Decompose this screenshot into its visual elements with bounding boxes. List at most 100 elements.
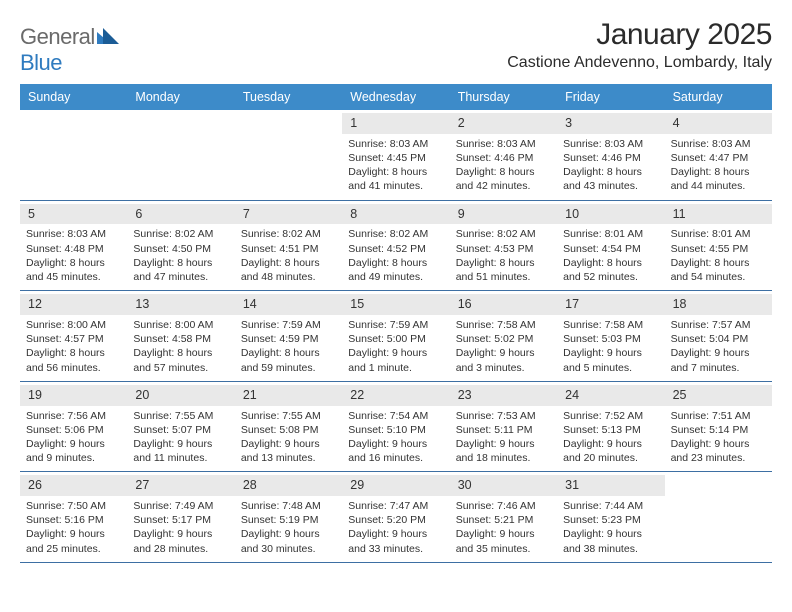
day-detail-line: and 59 minutes. [241, 361, 336, 375]
day-number: 18 [665, 294, 772, 315]
day-detail-line: and 9 minutes. [26, 451, 121, 465]
day-detail-line: Sunrise: 8:01 AM [563, 227, 658, 241]
day-detail-line: and 13 minutes. [241, 451, 336, 465]
day-detail-line: Daylight: 8 hours [671, 256, 766, 270]
day-detail-line: Sunset: 5:16 PM [26, 513, 121, 527]
day-detail-line: Sunrise: 7:47 AM [348, 499, 443, 513]
day-detail-line: Sunset: 4:50 PM [133, 242, 228, 256]
day-details: Sunrise: 7:49 AMSunset: 5:17 PMDaylight:… [133, 499, 228, 556]
day-number: 9 [450, 204, 557, 225]
day-detail-line: Daylight: 8 hours [456, 256, 551, 270]
day-cell: 2Sunrise: 8:03 AMSunset: 4:46 PMDaylight… [450, 110, 557, 200]
day-number: 12 [20, 294, 127, 315]
day-detail-line: Sunrise: 8:00 AM [26, 318, 121, 332]
day-detail-line: Daylight: 9 hours [563, 346, 658, 360]
day-detail-line: and 20 minutes. [563, 451, 658, 465]
day-number: 28 [235, 475, 342, 496]
day-number: 15 [342, 294, 449, 315]
dow-sunday: Sunday [20, 84, 127, 110]
day-detail-line: Sunset: 5:11 PM [456, 423, 551, 437]
day-detail-line: Sunset: 4:48 PM [26, 242, 121, 256]
day-detail-line: and 16 minutes. [348, 451, 443, 465]
day-detail-line: Sunrise: 8:03 AM [456, 137, 551, 151]
day-cell: 6Sunrise: 8:02 AMSunset: 4:50 PMDaylight… [127, 201, 234, 291]
day-cell: 26 Sunrise: 7:50 AMSunset: 5:16 PMDayligh… [20, 472, 127, 562]
day-detail-line: Sunset: 5:00 PM [348, 332, 443, 346]
day-detail-line: Daylight: 8 hours [456, 165, 551, 179]
day-cell: 24Sunrise: 7:52 AMSunset: 5:13 PMDayligh… [557, 382, 664, 472]
day-details: Sunrise: 7:56 AMSunset: 5:06 PMDaylight:… [26, 409, 121, 466]
day-details: Sunrise: 7:55 AMSunset: 5:08 PMDaylight:… [241, 409, 336, 466]
day-number: 16 [450, 294, 557, 315]
day-cell: 1Sunrise: 8:03 AMSunset: 4:45 PMDaylight… [342, 110, 449, 200]
day-cell: 5Sunrise: 8:03 AMSunset: 4:48 PMDaylight… [20, 201, 127, 291]
day-detail-line: Sunrise: 8:03 AM [348, 137, 443, 151]
day-detail-line: Sunset: 4:55 PM [671, 242, 766, 256]
day-detail-line: Sunset: 5:20 PM [348, 513, 443, 527]
day-number: 31 [557, 475, 664, 496]
day-detail-line: Sunrise: 8:03 AM [671, 137, 766, 151]
day-number: 6 [127, 204, 234, 225]
day-detail-line: Sunrise: 7:59 AM [241, 318, 336, 332]
day-detail-line: Sunset: 4:45 PM [348, 151, 443, 165]
day-detail-line: Sunrise: 8:02 AM [241, 227, 336, 241]
day-details: Sunrise: 8:03 AMSunset: 4:46 PMDaylight:… [563, 137, 658, 194]
dow-friday: Friday [557, 84, 664, 110]
day-number: 19 [20, 385, 127, 406]
day-number: 13 [127, 294, 234, 315]
day-detail-line: and 47 minutes. [133, 270, 228, 284]
day-number: 10 [557, 204, 664, 225]
day-detail-line: Daylight: 9 hours [671, 346, 766, 360]
day-detail-line: Sunset: 4:51 PM [241, 242, 336, 256]
location-subtitle: Castione Andevenno, Lombardy, Italy [507, 54, 772, 72]
day-number: 5 [20, 204, 127, 225]
day-details: Sunrise: 7:44 AMSunset: 5:23 PMDaylight:… [563, 499, 658, 556]
day-cell: 25Sunrise: 7:51 AMSunset: 5:14 PMDayligh… [665, 382, 772, 472]
day-detail-line: Sunrise: 7:50 AM [26, 499, 121, 513]
day-details: Sunrise: 7:59 AMSunset: 5:00 PMDaylight:… [348, 318, 443, 375]
day-detail-line: Sunset: 5:03 PM [563, 332, 658, 346]
day-number: 23 [450, 385, 557, 406]
day-cell: 16Sunrise: 7:58 AMSunset: 5:02 PMDayligh… [450, 291, 557, 381]
day-details: Sunrise: 8:01 AMSunset: 4:54 PMDaylight:… [563, 227, 658, 284]
day-detail-line: Sunset: 4:53 PM [456, 242, 551, 256]
day-detail-line: Sunset: 5:23 PM [563, 513, 658, 527]
calendar-grid: Sunday Monday Tuesday Wednesday Thursday… [20, 84, 772, 563]
day-number: 4 [665, 113, 772, 134]
day-number: 17 [557, 294, 664, 315]
day-detail-line: Sunrise: 8:02 AM [133, 227, 228, 241]
day-detail-line: and 48 minutes. [241, 270, 336, 284]
day-detail-line: and 42 minutes. [456, 179, 551, 193]
day-detail-line: and 57 minutes. [133, 361, 228, 375]
dow-monday: Monday [127, 84, 234, 110]
day-detail-line: and 49 minutes. [348, 270, 443, 284]
day-cell [127, 110, 234, 200]
day-detail-line: and 23 minutes. [671, 451, 766, 465]
day-detail-line: Sunset: 4:59 PM [241, 332, 336, 346]
brand-name-a: General [20, 24, 95, 49]
day-detail-line: Sunset: 5:02 PM [456, 332, 551, 346]
day-cell: 15 Sunrise: 7:59 AMSunset: 5:00 PMDayligh… [342, 291, 449, 381]
day-number: 26 [20, 475, 127, 496]
day-detail-line: and 38 minutes. [563, 542, 658, 556]
day-detail-line: and 35 minutes. [456, 542, 551, 556]
day-details: Sunrise: 7:50 AMSunset: 5:16 PMDaylight:… [26, 499, 121, 556]
day-number: 20 [127, 385, 234, 406]
day-detail-line: Daylight: 9 hours [348, 346, 443, 360]
dow-tuesday: Tuesday [235, 84, 342, 110]
day-detail-line: Daylight: 9 hours [456, 346, 551, 360]
day-detail-line: and 43 minutes. [563, 179, 658, 193]
day-detail-line: Daylight: 8 hours [671, 165, 766, 179]
day-cell: 23Sunrise: 7:53 AMSunset: 5:11 PMDayligh… [450, 382, 557, 472]
day-detail-line: Sunrise: 8:01 AM [671, 227, 766, 241]
day-detail-line: Sunrise: 8:02 AM [456, 227, 551, 241]
day-detail-line: Daylight: 9 hours [26, 527, 121, 541]
day-details: Sunrise: 8:02 AMSunset: 4:52 PMDaylight:… [348, 227, 443, 284]
day-number: 21 [235, 385, 342, 406]
day-detail-line: and 5 minutes. [563, 361, 658, 375]
day-details: Sunrise: 8:03 AMSunset: 4:46 PMDaylight:… [456, 137, 551, 194]
day-details: Sunrise: 8:01 AMSunset: 4:55 PMDaylight:… [671, 227, 766, 284]
dow-saturday: Saturday [665, 84, 772, 110]
day-detail-line: and 44 minutes. [671, 179, 766, 193]
day-detail-line: Daylight: 9 hours [348, 437, 443, 451]
